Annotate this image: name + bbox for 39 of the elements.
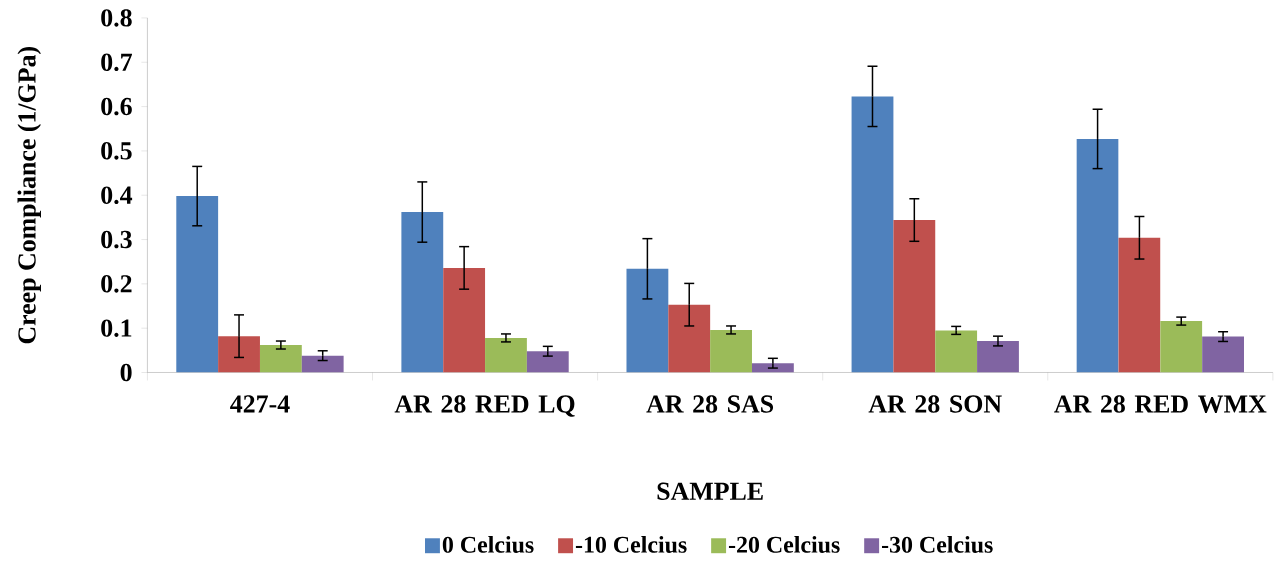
bar [668, 304, 711, 373]
y-tick-label: 0.3 [101, 230, 132, 249]
bar [401, 212, 444, 373]
bar [1160, 321, 1203, 373]
y-tick-label: 0.2 [101, 275, 132, 293]
y-tick-label: 0.4 [101, 186, 133, 205]
bar [485, 338, 527, 373]
x-tick-label: 427-4 [230, 395, 290, 413]
y-axis-title: Creep Compliance (1/GPa) [17, 47, 41, 344]
bar [626, 268, 669, 373]
x-tick-label: AR 28 SON [868, 395, 1002, 413]
bar [1076, 139, 1119, 373]
bar [977, 341, 1019, 373]
x-axis-title: SAMPLE [657, 482, 763, 501]
legend-label: -30 Celcius [881, 536, 993, 554]
legend-label: -10 Celcius [575, 536, 687, 554]
y-tick-label: 0.5 [101, 142, 132, 160]
bar [893, 220, 936, 373]
legend-label: -20 Celcius [728, 536, 840, 554]
bar [526, 351, 569, 373]
x-tick-label: AR 28 RED WMX [1054, 395, 1267, 414]
y-tick-label: 0.7 [101, 53, 132, 72]
bar [935, 330, 978, 373]
legend-label: 0 Celcius [442, 536, 534, 554]
bar [259, 345, 302, 373]
x-tick-label: AR 28 RED LQ [394, 395, 575, 417]
x-tick-label: AR 28 SAS [646, 395, 774, 413]
bar [851, 96, 894, 373]
y-tick-label: 0.8 [101, 9, 132, 27]
y-tick-label: 0 [120, 363, 132, 382]
bar [176, 196, 219, 373]
bar [301, 355, 344, 373]
bar [1118, 237, 1161, 373]
y-tick-label: 0.1 [101, 319, 132, 338]
bar [710, 330, 752, 373]
bar [443, 268, 486, 373]
bar [1202, 336, 1244, 373]
bar [751, 363, 794, 373]
y-tick-label: 0.6 [101, 97, 132, 116]
